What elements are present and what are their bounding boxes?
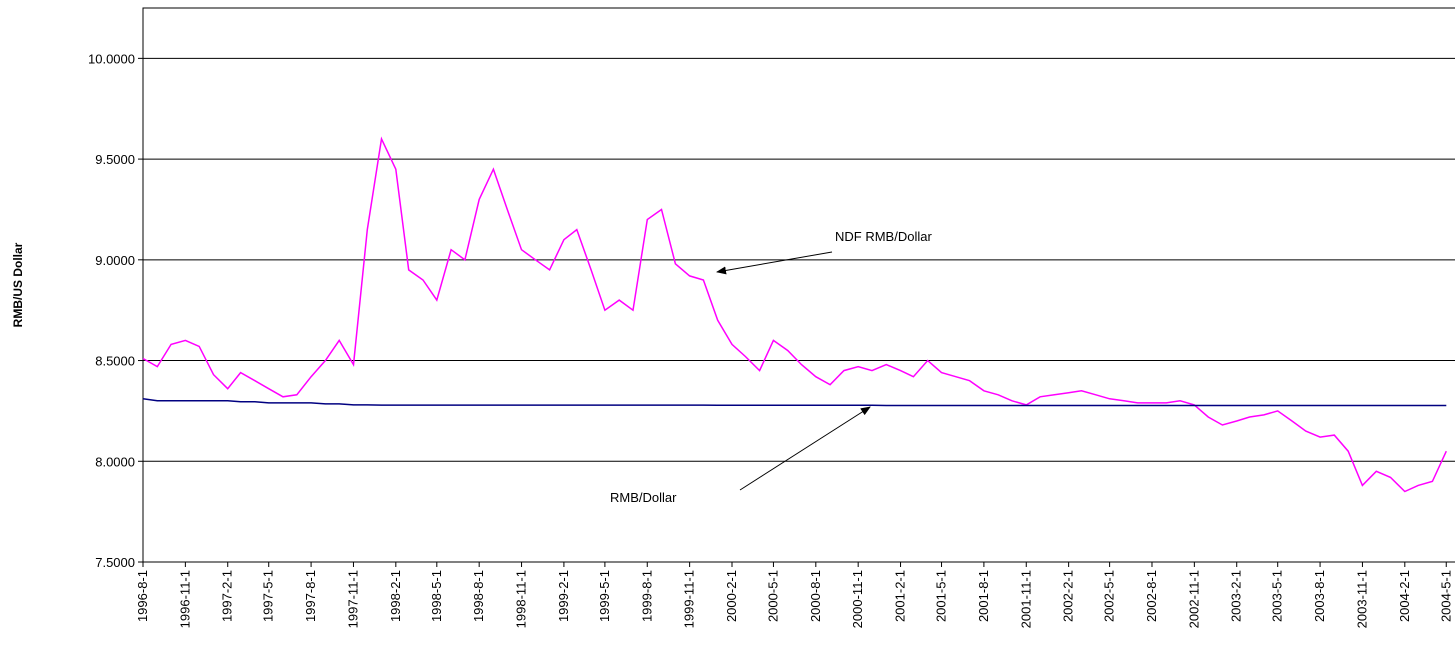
y-tick-label: 10.0000 — [88, 51, 135, 66]
x-tick-label: 1999-5-1 — [597, 570, 612, 622]
x-tick-label: 2002-5-1 — [1102, 570, 1117, 622]
x-tick-label: 1996-8-1 — [135, 570, 150, 622]
x-tick-label: 2001-8-1 — [976, 570, 991, 622]
y-tick-label: 8.0000 — [95, 454, 135, 469]
annotation: NDF RMB/Dollar — [835, 229, 932, 244]
x-tick-label: 2003-2-1 — [1229, 570, 1244, 622]
annotation-arrow — [739, 406, 871, 491]
x-tick-label: 2000-5-1 — [765, 570, 780, 622]
y-tick-label: 9.0000 — [95, 253, 135, 268]
x-tick-label: 1997-2-1 — [220, 570, 235, 622]
annotation: RMB/Dollar — [610, 490, 677, 505]
x-tick-label: 1998-11-1 — [514, 570, 529, 628]
x-tick-label: 2003-5-1 — [1270, 570, 1285, 622]
x-tick-label: 2004-2-1 — [1397, 570, 1412, 622]
x-tick-label: 2004-5-1 — [1438, 570, 1453, 622]
x-tick-label: 1997-11-1 — [345, 570, 360, 628]
plot-frame — [142, 7, 1455, 563]
x-tick-label: 2003-8-1 — [1312, 570, 1327, 622]
x-tick-label: 1998-8-1 — [471, 570, 486, 622]
x-tick-label: 2001-11-1 — [1018, 570, 1033, 628]
x-tick-label: 2000-11-1 — [850, 570, 865, 628]
x-tick-label: 1999-2-1 — [556, 570, 571, 622]
x-tick-label: 2000-8-1 — [808, 570, 823, 622]
x-tick-label: 2002-2-1 — [1061, 570, 1076, 622]
series-line — [142, 136, 1447, 493]
x-tick-label: 2002-11-1 — [1186, 570, 1201, 628]
x-tick-label: 2002-8-1 — [1144, 570, 1159, 622]
x-tick-label: 1997-8-1 — [303, 570, 318, 622]
x-tick-label: 1996-11-1 — [177, 570, 192, 628]
x-tick-label: 1999-8-1 — [639, 570, 654, 622]
x-tick-label: 2003-11-1 — [1354, 570, 1369, 628]
x-tick-label: 1997-5-1 — [261, 570, 276, 622]
series-line — [142, 398, 1447, 407]
x-tick-label: 1999-11-1 — [682, 570, 697, 628]
x-tick-label: 2000-2-1 — [724, 570, 739, 622]
y-tick-label: 8.5000 — [95, 354, 135, 369]
x-tick-label: 2001-5-1 — [934, 570, 949, 622]
y-tick-label: 9.5000 — [95, 152, 135, 167]
x-tick-label: 2001-2-1 — [893, 570, 908, 622]
x-tick-label: 1998-2-1 — [388, 570, 403, 622]
annotation-arrow — [716, 251, 833, 275]
x-tick-label: 1998-5-1 — [429, 570, 444, 622]
y-tick-label: 7.5000 — [95, 555, 135, 570]
y-axis-label: RMB/US Dollar — [11, 242, 25, 327]
